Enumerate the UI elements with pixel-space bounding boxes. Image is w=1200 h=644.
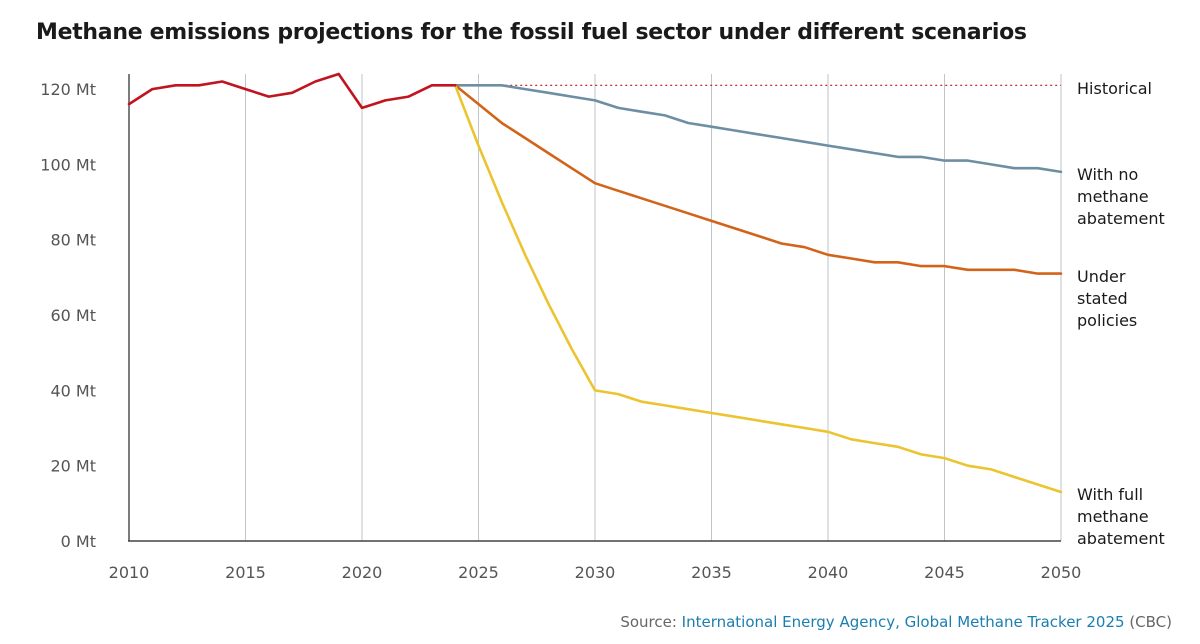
x-tick-label-2010: 2010 <box>109 563 150 582</box>
x-tick-label-2025: 2025 <box>458 563 499 582</box>
grid-layer <box>245 74 1062 541</box>
label-layer: Historical With no methane abatement Under st… <box>1077 79 1165 548</box>
series-label-historical: Historical <box>1077 79 1152 98</box>
y-tick-label-100: 100 Mt <box>40 155 96 174</box>
x-tick-label-2045: 2045 <box>924 563 965 582</box>
series-label-with-full-methane-abatement: With full methane abatement <box>1077 485 1165 548</box>
chart-title: Methane emissions projections for the fo… <box>36 20 1027 45</box>
x-tick-label-2050: 2050 <box>1041 563 1082 582</box>
y-tick-label-0: 0 Mt <box>61 532 96 551</box>
axis-layer: 2010 2015 2020 2025 2030 2035 2040 2045 2050 0 Mt… <box>40 74 1081 582</box>
y-tick-label-80: 80 Mt <box>50 231 96 250</box>
x-tick-label-2015: 2015 <box>225 563 266 582</box>
series-label-with-no-methane-abatement: With no methane abatement <box>1077 165 1165 228</box>
y-tick-label-60: 60 Mt <box>50 306 96 325</box>
x-tick-label-2040: 2040 <box>808 563 849 582</box>
source-prefix: Source: <box>620 613 682 631</box>
y-tick-label-120: 120 Mt <box>40 80 96 99</box>
series-line-with-no-methane-abatement <box>453 84 1063 174</box>
x-tick-label-2035: 2035 <box>691 563 732 582</box>
y-tick-label-40: 40 Mt <box>50 381 96 400</box>
series-line-historical <box>127 72 457 110</box>
source-link[interactable]: International Energy Agency, Global Meth… <box>681 613 1125 631</box>
x-tick-label-2020: 2020 <box>342 563 383 582</box>
series-line-with-full-methane-abatement <box>453 84 1063 494</box>
series-layer <box>127 72 1063 494</box>
series-line-under-stated-policies <box>453 84 1063 275</box>
source-suffix: (CBC) <box>1124 613 1172 631</box>
source-note: Source: International Energy Agency, Glo… <box>620 613 1172 631</box>
y-tick-label-20: 20 Mt <box>50 457 96 476</box>
series-label-under-stated-policies: Under stated policies <box>1077 267 1137 330</box>
x-tick-label-2030: 2030 <box>575 563 616 582</box>
